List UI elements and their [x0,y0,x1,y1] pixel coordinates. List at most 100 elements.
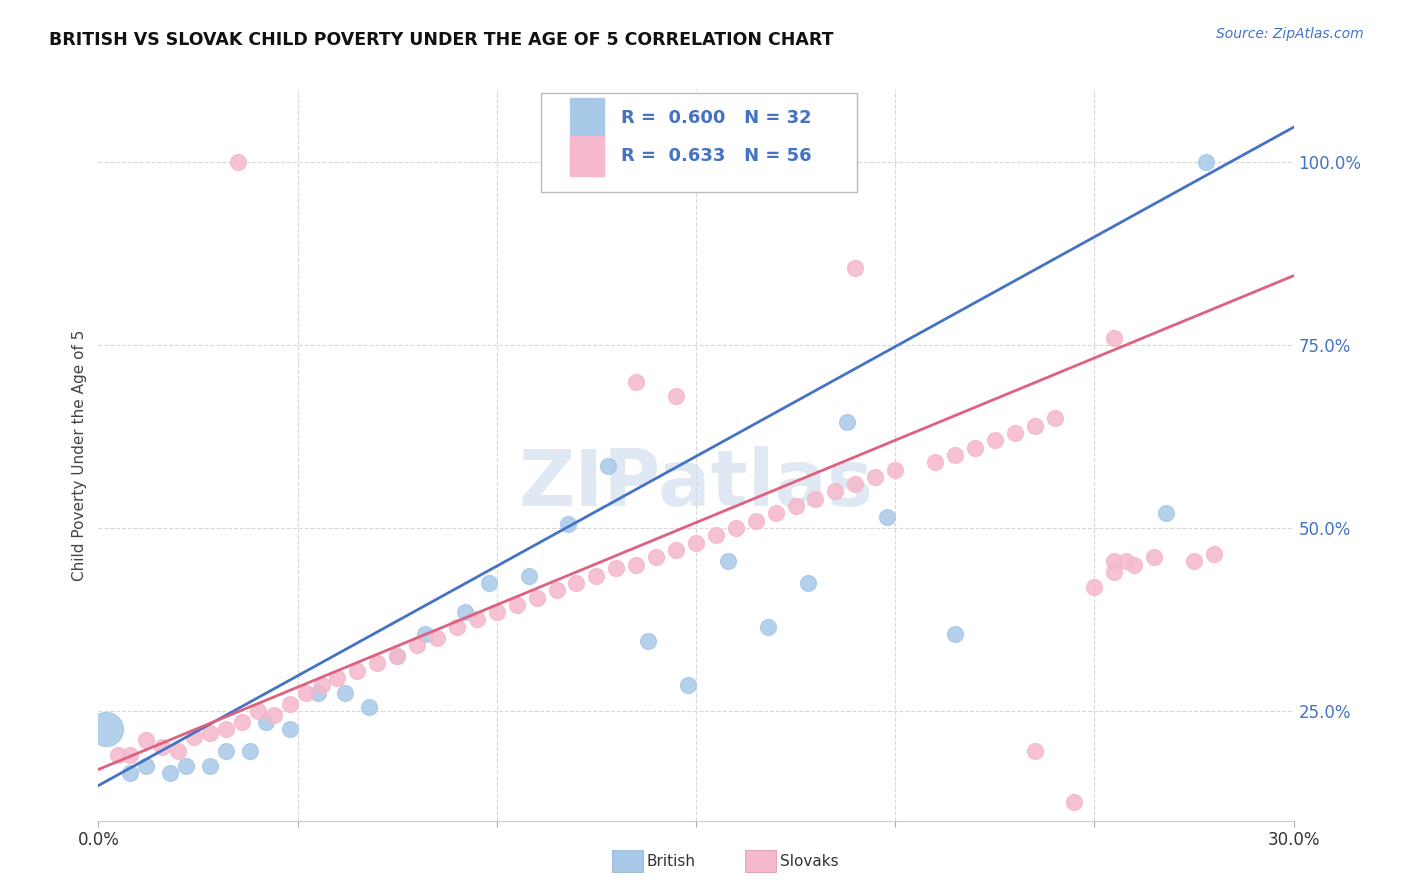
Point [446,620,468,634]
Point [637,634,659,648]
Point [366,657,388,671]
Point [346,664,368,678]
Point [263,707,285,722]
Point [796,576,818,591]
Text: British: British [647,855,696,869]
Text: Slovaks: Slovaks [780,855,839,869]
Point [1195,155,1218,169]
Point [215,723,238,737]
Point [246,704,269,718]
Point [984,434,1007,448]
FancyBboxPatch shape [541,93,858,192]
Point [385,649,409,664]
Point [1115,554,1137,568]
Point [565,576,588,591]
Point [724,521,747,535]
Point [183,730,205,744]
Point [605,561,627,575]
Point [943,448,966,462]
Point [150,740,173,755]
Point [478,576,501,591]
Point [1104,554,1126,568]
Point [844,477,866,491]
Point [804,491,827,506]
Point [96,723,118,737]
Point [506,598,529,612]
Point [824,484,846,499]
Point [231,714,253,729]
Point [359,700,381,714]
Point [307,685,329,699]
Point [598,458,620,473]
Point [406,638,429,652]
Point [311,678,333,692]
Point [1004,425,1026,440]
Point [335,685,357,699]
Point [585,568,607,582]
Point [254,714,277,729]
Point [385,649,409,664]
Point [278,723,301,737]
FancyBboxPatch shape [571,136,605,176]
Point [717,554,740,568]
Point [665,389,688,403]
Point [1154,507,1177,521]
Point [465,613,488,627]
Point [557,517,579,532]
Point [120,766,142,780]
Point [135,758,157,772]
Point [454,605,477,619]
Point [120,747,142,762]
Point [215,744,238,758]
Point [1083,580,1105,594]
Point [1123,558,1146,572]
Text: R =  0.633   N = 56: R = 0.633 N = 56 [620,147,811,165]
Point [1043,411,1066,425]
Point [876,510,898,524]
Point [884,462,907,476]
Point [756,620,779,634]
Point [665,543,688,558]
Text: R =  0.600   N = 32: R = 0.600 N = 32 [620,109,811,127]
Point [645,550,668,565]
Point [1104,331,1126,345]
Point [943,627,966,641]
Point [1024,744,1046,758]
Point [1024,418,1046,433]
Point [963,441,986,455]
Point [174,758,197,772]
Point [704,528,727,542]
Point [546,583,568,598]
Point [294,685,316,699]
Point [239,744,262,758]
Point [135,733,157,747]
Point [785,499,807,513]
Text: Source: ZipAtlas.com: Source: ZipAtlas.com [1216,27,1364,41]
Point [924,455,946,469]
Point [837,415,859,429]
Point [1104,565,1126,579]
Point [745,514,768,528]
Point [526,591,548,605]
Point [159,766,181,780]
Point [1202,547,1225,561]
Point [107,747,129,762]
Point [426,631,449,645]
Point [676,678,699,692]
Point [765,507,787,521]
Point [198,726,221,740]
Point [485,605,508,619]
Y-axis label: Child Poverty Under the Age of 5: Child Poverty Under the Age of 5 [72,329,87,581]
Point [685,535,707,549]
Point [517,568,540,582]
Text: ZIPatlas: ZIPatlas [519,446,873,522]
Point [278,697,301,711]
Point [198,758,221,772]
Point [226,155,249,169]
Point [626,558,648,572]
Point [326,671,349,685]
Point [413,627,436,641]
Point [865,470,887,484]
Point [167,744,190,758]
Point [1143,550,1166,565]
